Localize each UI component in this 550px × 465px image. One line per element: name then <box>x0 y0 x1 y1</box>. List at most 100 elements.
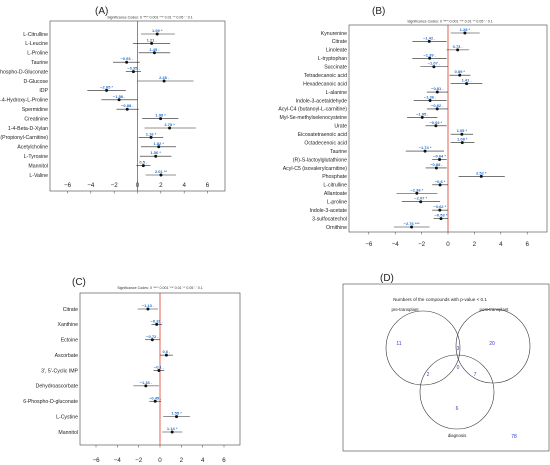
panel-b-row-label: (R)-S-lactoylglutathione <box>293 157 347 163</box>
venn-set-post-transplant: post-transplant <box>479 307 509 312</box>
venn-count-pre-diagnosis: 2 <box>427 372 430 378</box>
forest-plot-b: Significance Codes: 0 '***' 0.001 '**' 0… <box>278 20 548 248</box>
panel-b-estimate-label: −0.64 * <box>433 154 446 159</box>
panel-b-significance: Significance Codes: 0 '***' 0.001 '**' 0… <box>407 20 493 24</box>
panel-c-estimate-point <box>144 384 148 388</box>
panel-a-row-label: L-Citrulline <box>23 32 48 38</box>
panel-b-row-label: Succinate <box>324 65 347 71</box>
panel-b-estimate-point <box>438 158 442 162</box>
panel-c-estimate-point <box>157 369 161 372</box>
panel-b-estimate-label: 1.41 . <box>462 78 472 83</box>
panel-b-row-label: Tetradecanoic acid <box>304 73 347 79</box>
panel-b-tick-label: −4 <box>392 241 400 248</box>
panel-b-row-label: Linoleate <box>326 48 347 54</box>
panel-c-estimate-label: −0.45 . <box>149 395 161 400</box>
panel-c-estimate-point <box>155 322 159 326</box>
panel-b-row-label: Indole-3-acetate <box>310 208 348 214</box>
panel-c-row-label: 3', 5'-Cyclic IMP <box>41 368 78 374</box>
panel-a-estimate-label: 1.56 * <box>150 150 161 155</box>
panel-a-tick-label: −6 <box>64 182 72 189</box>
venn-diagram-d: Numbers of the compounds with p-value < … <box>342 283 550 452</box>
panel-b-estimate-label: −1.39 . <box>423 52 435 57</box>
panel-a-estimate-point <box>162 79 166 83</box>
panel-b-estimate-point <box>439 217 443 221</box>
panel-b-tick-label: 0 <box>446 241 450 248</box>
venn-count-diagnosis-only: 6 <box>456 406 459 412</box>
panel-b-row-label: Urate <box>334 124 347 130</box>
panel-a-row-label: Trans-4-Hydroxy-L-Proline <box>0 98 48 104</box>
venn-count-outside: 78 <box>511 434 517 440</box>
panel-a-row-label: D-Glucose <box>23 79 48 85</box>
panel-a-estimate-point <box>125 60 129 64</box>
panel-b-estimate-point <box>479 174 483 178</box>
panel-b-row-label: Acyl-C5 (isovalerylcarnitine) <box>283 166 348 172</box>
panel-a-tick-label: 4 <box>182 182 186 189</box>
panel-c-estimate-label: −1.13 . <box>142 303 154 308</box>
panel-a-estimate-label: −0.35 . <box>127 66 139 71</box>
panel-c-row-label: Mannitol <box>58 430 78 436</box>
panel-a-tick-label: 6 <box>206 182 210 189</box>
panel-b-estimate-point <box>458 73 462 77</box>
panel-c-tick-label: 6 <box>222 457 226 464</box>
panel-a-estimate-point <box>105 88 109 92</box>
panel-b-estimate-label: −0.82 . <box>431 103 443 108</box>
panel-b-row-label: L-tryptophan <box>318 56 347 62</box>
panel-a-row-label: IDP <box>39 88 48 94</box>
panel-b-tick-label: 4 <box>499 241 503 248</box>
panel-c-row-label: Ectoine <box>61 338 78 344</box>
panel-c-estimate-label: −0.72 . <box>146 334 158 339</box>
panel-b-row-label: L-citrulline <box>323 183 347 189</box>
panel-a-estimate-point <box>168 126 172 130</box>
panel-a-estimate-point <box>159 117 163 121</box>
panel-b-tick-label: 2 <box>473 241 477 248</box>
panel-b-tick-label: −2 <box>418 241 426 248</box>
panel-a-estimate-point <box>125 107 129 111</box>
panel-a-estimate-point <box>131 70 135 74</box>
panel-a-estimate-point <box>157 145 161 149</box>
panel-a-estimate-point <box>150 41 154 45</box>
panel-a-row-label: L-Leucine <box>25 41 48 47</box>
panel-a-estimate-label: 2.01 ** <box>155 169 167 174</box>
panel-b-estimate-label: −0.88 . <box>430 162 442 167</box>
panel-c-estimate-label: −0.31 . <box>151 318 163 323</box>
panel-b-row-label: Kynurenine <box>321 31 347 37</box>
venn-circle-pre-transplant <box>385 310 461 386</box>
venn-count-post-only: 20 <box>489 341 495 347</box>
panel-c-tick-label: 0 <box>158 457 162 464</box>
panel-a-estimate-label: 1.45 . <box>149 47 159 52</box>
panel-b-row-label: Myl-Se-methylselenocysteine <box>280 115 348 121</box>
panel-b-row-label: Taurine <box>330 149 347 155</box>
panel-a-estimate-point <box>155 32 159 36</box>
panel-b-row-label: Ornithine <box>326 225 347 231</box>
panel-a-row-label: Spermidine <box>22 107 48 113</box>
panel-a-estimate-label: −2.65 * <box>100 84 113 89</box>
panel-b-estimate-point <box>428 98 432 102</box>
panel-b-estimate-label: −0.53 * <box>435 213 448 218</box>
panel-a-row-label: Creatinine <box>24 116 48 122</box>
panel-c-row-label: 6-Phospho-D-gluconate <box>23 399 78 405</box>
panel-a-row-label: Acetylcholine <box>17 145 48 151</box>
panel-b-estimate-point <box>427 39 431 43</box>
panel-a-estimate-point <box>149 135 153 139</box>
panel-d-letter: (D) <box>380 273 394 284</box>
panel-c-significance: Significance Codes: 0 '***' 0.001 '**' 0… <box>117 286 203 290</box>
panel-b-estimate-point <box>465 82 469 86</box>
panel-b-estimate-point <box>438 183 442 187</box>
panel-c-tick-label: 2 <box>180 457 184 464</box>
panel-a-tick-label: −2 <box>111 182 119 189</box>
panel-c-estimate-label: −0.1 . <box>154 365 164 370</box>
panel-b-estimate-label: −2.76 *** <box>404 221 420 226</box>
panel-b-estimate-point <box>415 191 419 195</box>
panel-a-estimate-point <box>117 98 121 102</box>
panel-b-estimate-point <box>460 132 464 136</box>
panel-c-estimate-point <box>150 338 154 342</box>
panel-c-estimate-point <box>175 415 179 419</box>
venn-set-diagnosis: diagnosis <box>448 433 467 438</box>
panel-b-estimate-label: −0.62 * <box>433 204 446 209</box>
panel-a-row-label: 6-Phospho-D-Gluconate <box>0 69 48 75</box>
panel-a-estimate-point <box>159 173 163 177</box>
panel-b-row-label: Phosphate <box>322 174 347 180</box>
panel-a-estimate-label: 1.98 * <box>155 113 166 118</box>
panel-b-estimate-point <box>423 149 427 153</box>
